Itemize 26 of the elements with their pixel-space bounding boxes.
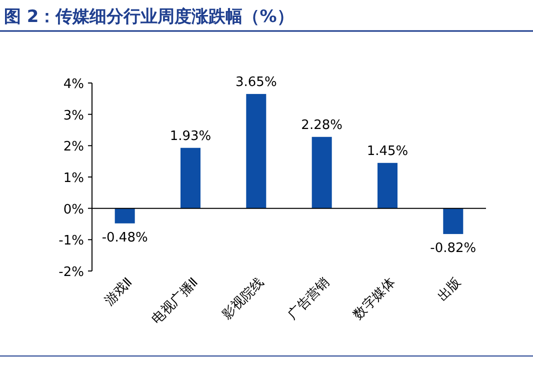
y-tick-label: 3%	[63, 108, 84, 124]
data-label: 3.65%	[236, 74, 277, 90]
bar	[312, 136, 332, 208]
data-label: 1.93%	[170, 128, 212, 144]
x-tick-label: 电视广播Ⅱ	[149, 275, 202, 328]
bar	[443, 208, 464, 234]
chart-title: 图 2：传媒细分行业周度涨跌幅（%）	[4, 7, 294, 27]
y-tick-label: 2%	[63, 140, 84, 155]
x-tick-label: 广告营销	[285, 275, 333, 323]
bar	[246, 94, 266, 208]
data-label: -0.82%	[430, 241, 476, 256]
x-tick-label: 游戏Ⅱ	[102, 275, 136, 309]
x-tick-label: 影视院线	[220, 275, 267, 323]
y-tick-label: 4%	[63, 77, 84, 92]
bar	[378, 162, 398, 208]
data-label: 2.28%	[301, 118, 342, 133]
y-tick-label: 1%	[63, 171, 84, 186]
x-tick-label: 数字媒体	[350, 274, 398, 323]
data-label: 1.45%	[366, 144, 408, 159]
x-tick-label: 出版	[435, 275, 464, 304]
data-label: -0.48%	[102, 230, 148, 246]
bar	[114, 208, 135, 224]
y-tick-label: -1%	[58, 234, 84, 249]
bar	[180, 148, 200, 208]
y-tick-label: 0%	[63, 202, 84, 218]
y-tick-label: -2%	[58, 265, 84, 280]
